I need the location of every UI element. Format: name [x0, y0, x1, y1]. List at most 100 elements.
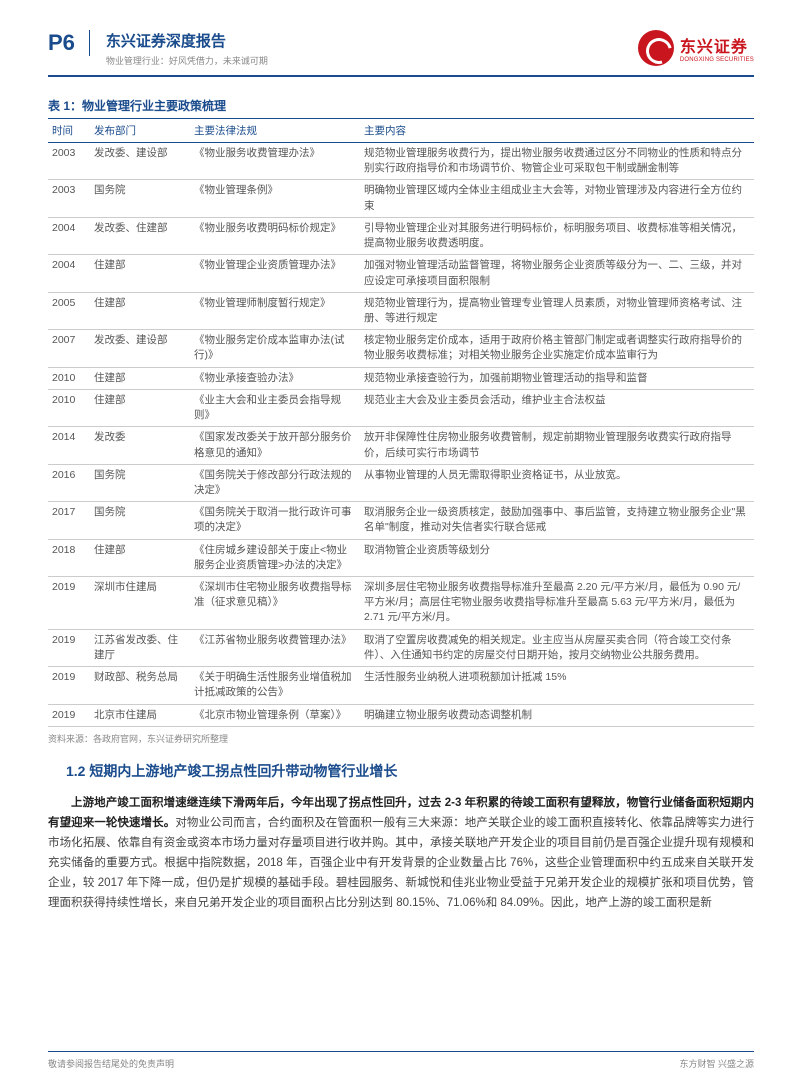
table-row: 2019深圳市住建局《深圳市住宅物业服务收费指导标准（征求意见稿）》深圳多层住宅… — [48, 577, 754, 630]
table-cell: 2004 — [48, 255, 90, 292]
table-row: 2003国务院《物业管理条例》明确物业管理区域内全体业主组成业主大会等，对物业管… — [48, 180, 754, 217]
table-cell: 《物业承接查验办法》 — [190, 367, 360, 389]
table-cell: 《北京市物业管理条例（草案）》 — [190, 704, 360, 726]
table-row: 2017国务院《国务院关于取消一批行政许可事项的决定》取消服务企业一级资质核定，… — [48, 502, 754, 539]
table-cell: 2019 — [48, 629, 90, 666]
table-cell: 住建部 — [90, 389, 190, 426]
th-time: 时间 — [48, 119, 90, 143]
table-cell: 发改委、建设部 — [90, 143, 190, 180]
table-row: 2003发改委、建设部《物业服务收费管理办法》规范物业管理服务收费行为，提出物业… — [48, 143, 754, 180]
th-dept: 发布部门 — [90, 119, 190, 143]
table-row: 2016国务院《国务院关于修改部分行政法规的决定》从事物业管理的人员无需取得职业… — [48, 464, 754, 501]
table-cell: 发改委、住建部 — [90, 217, 190, 254]
table-cell: 2003 — [48, 180, 90, 217]
company-logo: 东兴证券 DONGXING SECURITIES — [638, 30, 754, 66]
table-cell: 规范物业承接查验行为，加强前期物业管理活动的指导和监督 — [360, 367, 754, 389]
table-cell: 深圳多层住宅物业服务收费指导标准升至最高 2.20 元/平方米/月，最低为 0.… — [360, 577, 754, 630]
table-title: 表 1：物业管理行业主要政策梳理 — [48, 97, 754, 114]
table-row: 2014发改委《国家发改委关于放开部分服务价格意见的通知》放开非保障性住房物业服… — [48, 427, 754, 464]
table-cell: 住建部 — [90, 292, 190, 329]
header-title-block: 东兴证券深度报告 物业管理行业：好风凭借力，未来诚可期 — [106, 30, 268, 67]
table-cell: 2019 — [48, 704, 90, 726]
table-cell: 2019 — [48, 577, 90, 630]
table-cell: 取消服务企业一级资质核定，鼓励加强事中、事后监管，支持建立物业服务企业"黑名单"… — [360, 502, 754, 539]
table-row: 2007发改委、建设部《物业服务定价成本监审办法(试行)》核定物业服务定价成本，… — [48, 330, 754, 367]
body-paragraph: 上游地产竣工面积增速继连续下滑两年后，今年出现了拐点性回升，过去 2-3 年积累… — [48, 793, 754, 914]
table-row: 2019财政部、税务总局《关于明确生活性服务业增值税加计抵减政策的公告》生活性服… — [48, 667, 754, 704]
table-row: 2010住建部《业主大会和业主委员会指导规则》规范业主大会及业主委员会活动，维护… — [48, 389, 754, 426]
table-cell: 发改委 — [90, 427, 190, 464]
table-cell: 国务院 — [90, 464, 190, 501]
page-header: P6 东兴证券深度报告 物业管理行业：好风凭借力，未来诚可期 东兴证券 DONG… — [48, 30, 754, 77]
table-cell: 《物业服务定价成本监审办法(试行)》 — [190, 330, 360, 367]
table-cell: 从事物业管理的人员无需取得职业资格证书，从业放宽。 — [360, 464, 754, 501]
table-cell: 放开非保障性住房物业服务收费管制，规定前期物业管理服务收费实行政府指导价，后续可… — [360, 427, 754, 464]
table-cell: 《物业服务收费明码标价规定》 — [190, 217, 360, 254]
table-cell: 国务院 — [90, 180, 190, 217]
table-source: 资料来源：各政府官网，东兴证券研究所整理 — [48, 732, 754, 745]
table-cell: 加强对物业管理活动监督管理，将物业服务企业资质等级分为一、二、三级，并对应设定可… — [360, 255, 754, 292]
header-left: P6 东兴证券深度报告 物业管理行业：好风凭借力，未来诚可期 — [48, 30, 268, 67]
body-rest: 对物业公司而言，合约面积及在管面积一般有三大来源：地产关联企业的竣工面积直接转化… — [48, 817, 754, 910]
footer-left: 敬请参阅报告结尾处的免责声明 — [48, 1057, 174, 1070]
table-row: 2010住建部《物业承接查验办法》规范物业承接查验行为，加强前期物业管理活动的指… — [48, 367, 754, 389]
table-cell: 《业主大会和业主委员会指导规则》 — [190, 389, 360, 426]
table-cell: 住建部 — [90, 539, 190, 576]
table-cell: 明确物业管理区域内全体业主组成业主大会等，对物业管理涉及内容进行全方位约束 — [360, 180, 754, 217]
page-number: P6 — [48, 30, 90, 56]
table-cell: 住建部 — [90, 367, 190, 389]
table-cell: 取消物管企业资质等级划分 — [360, 539, 754, 576]
page-footer: 敬请参阅报告结尾处的免责声明 东方财智 兴盛之源 — [48, 1051, 754, 1070]
logo-icon — [638, 30, 674, 66]
footer-right: 东方财智 兴盛之源 — [679, 1057, 754, 1070]
table-cell: 住建部 — [90, 255, 190, 292]
logo-text: 东兴证券 DONGXING SECURITIES — [680, 33, 754, 63]
table-row: 2019北京市住建局《北京市物业管理条例（草案）》明确建立物业服务收费动态调整机… — [48, 704, 754, 726]
table-row: 2018住建部《住房城乡建设部关于废止<物业服务企业资质管理>办法的决定》取消物… — [48, 539, 754, 576]
th-content: 主要内容 — [360, 119, 754, 143]
table-cell: 2018 — [48, 539, 90, 576]
table-cell: 《国务院关于取消一批行政许可事项的决定》 — [190, 502, 360, 539]
table-cell: 发改委、建设部 — [90, 330, 190, 367]
table-row: 2004住建部《物业管理企业资质管理办法》加强对物业管理活动监督管理，将物业服务… — [48, 255, 754, 292]
table-cell: 2007 — [48, 330, 90, 367]
table-cell: 2004 — [48, 217, 90, 254]
table-cell: 国务院 — [90, 502, 190, 539]
logo-cn: 东兴证券 — [680, 33, 754, 57]
logo-en: DONGXING SECURITIES — [680, 57, 754, 63]
report-subtitle: 物业管理行业：好风凭借力，未来诚可期 — [106, 54, 268, 67]
table-cell: 规范业主大会及业主委员会活动，维护业主合法权益 — [360, 389, 754, 426]
table-row: 2004发改委、住建部《物业服务收费明码标价规定》引导物业管理企业对其服务进行明… — [48, 217, 754, 254]
policy-table: 时间 发布部门 主要法律法规 主要内容 2003发改委、建设部《物业服务收费管理… — [48, 118, 754, 727]
table-cell: 《关于明确生活性服务业增值税加计抵减政策的公告》 — [190, 667, 360, 704]
table-cell: 规范物业管理服务收费行为，提出物业服务收费通过区分不同物业的性质和特点分别实行政… — [360, 143, 754, 180]
table-cell: 《物业管理企业资质管理办法》 — [190, 255, 360, 292]
table-cell: 2010 — [48, 367, 90, 389]
report-title: 东兴证券深度报告 — [106, 30, 268, 51]
table-cell: 《深圳市住宅物业服务收费指导标准（征求意见稿）》 — [190, 577, 360, 630]
table-cell: 2005 — [48, 292, 90, 329]
table-cell: 2014 — [48, 427, 90, 464]
table-cell: 核定物业服务定价成本，适用于政府价格主管部门制定或者调整实行政府指导价的物业服务… — [360, 330, 754, 367]
table-cell: 财政部、税务总局 — [90, 667, 190, 704]
table-cell: 《物业管理条例》 — [190, 180, 360, 217]
table-cell: 《物业服务收费管理办法》 — [190, 143, 360, 180]
table-cell: 深圳市住建局 — [90, 577, 190, 630]
table-cell: 规范物业管理行为，提高物业管理专业管理人员素质，对物业管理师资格考试、注册、等进… — [360, 292, 754, 329]
table-cell: 生活性服务业纳税人进项税额加计抵减 15% — [360, 667, 754, 704]
table-cell: 2019 — [48, 667, 90, 704]
table-cell: 2016 — [48, 464, 90, 501]
table-cell: 北京市住建局 — [90, 704, 190, 726]
th-law: 主要法律法规 — [190, 119, 360, 143]
table-cell: 《国家发改委关于放开部分服务价格意见的通知》 — [190, 427, 360, 464]
table-cell: 《国务院关于修改部分行政法规的决定》 — [190, 464, 360, 501]
table-cell: 2003 — [48, 143, 90, 180]
table-cell: 明确建立物业服务收费动态调整机制 — [360, 704, 754, 726]
table-cell: 《住房城乡建设部关于废止<物业服务企业资质管理>办法的决定》 — [190, 539, 360, 576]
table-cell: 取消了空置房收费减免的相关规定。业主应当从房屋买卖合同（符合竣工交付条件）、入住… — [360, 629, 754, 666]
table-cell: 2010 — [48, 389, 90, 426]
table-cell: 《物业管理师制度暂行规定》 — [190, 292, 360, 329]
section-heading: 1.2 短期内上游地产竣工拐点性回升带动物管行业增长 — [66, 761, 754, 781]
table-cell: 江苏省发改委、住建厅 — [90, 629, 190, 666]
table-cell: 《江苏省物业服务收费管理办法》 — [190, 629, 360, 666]
